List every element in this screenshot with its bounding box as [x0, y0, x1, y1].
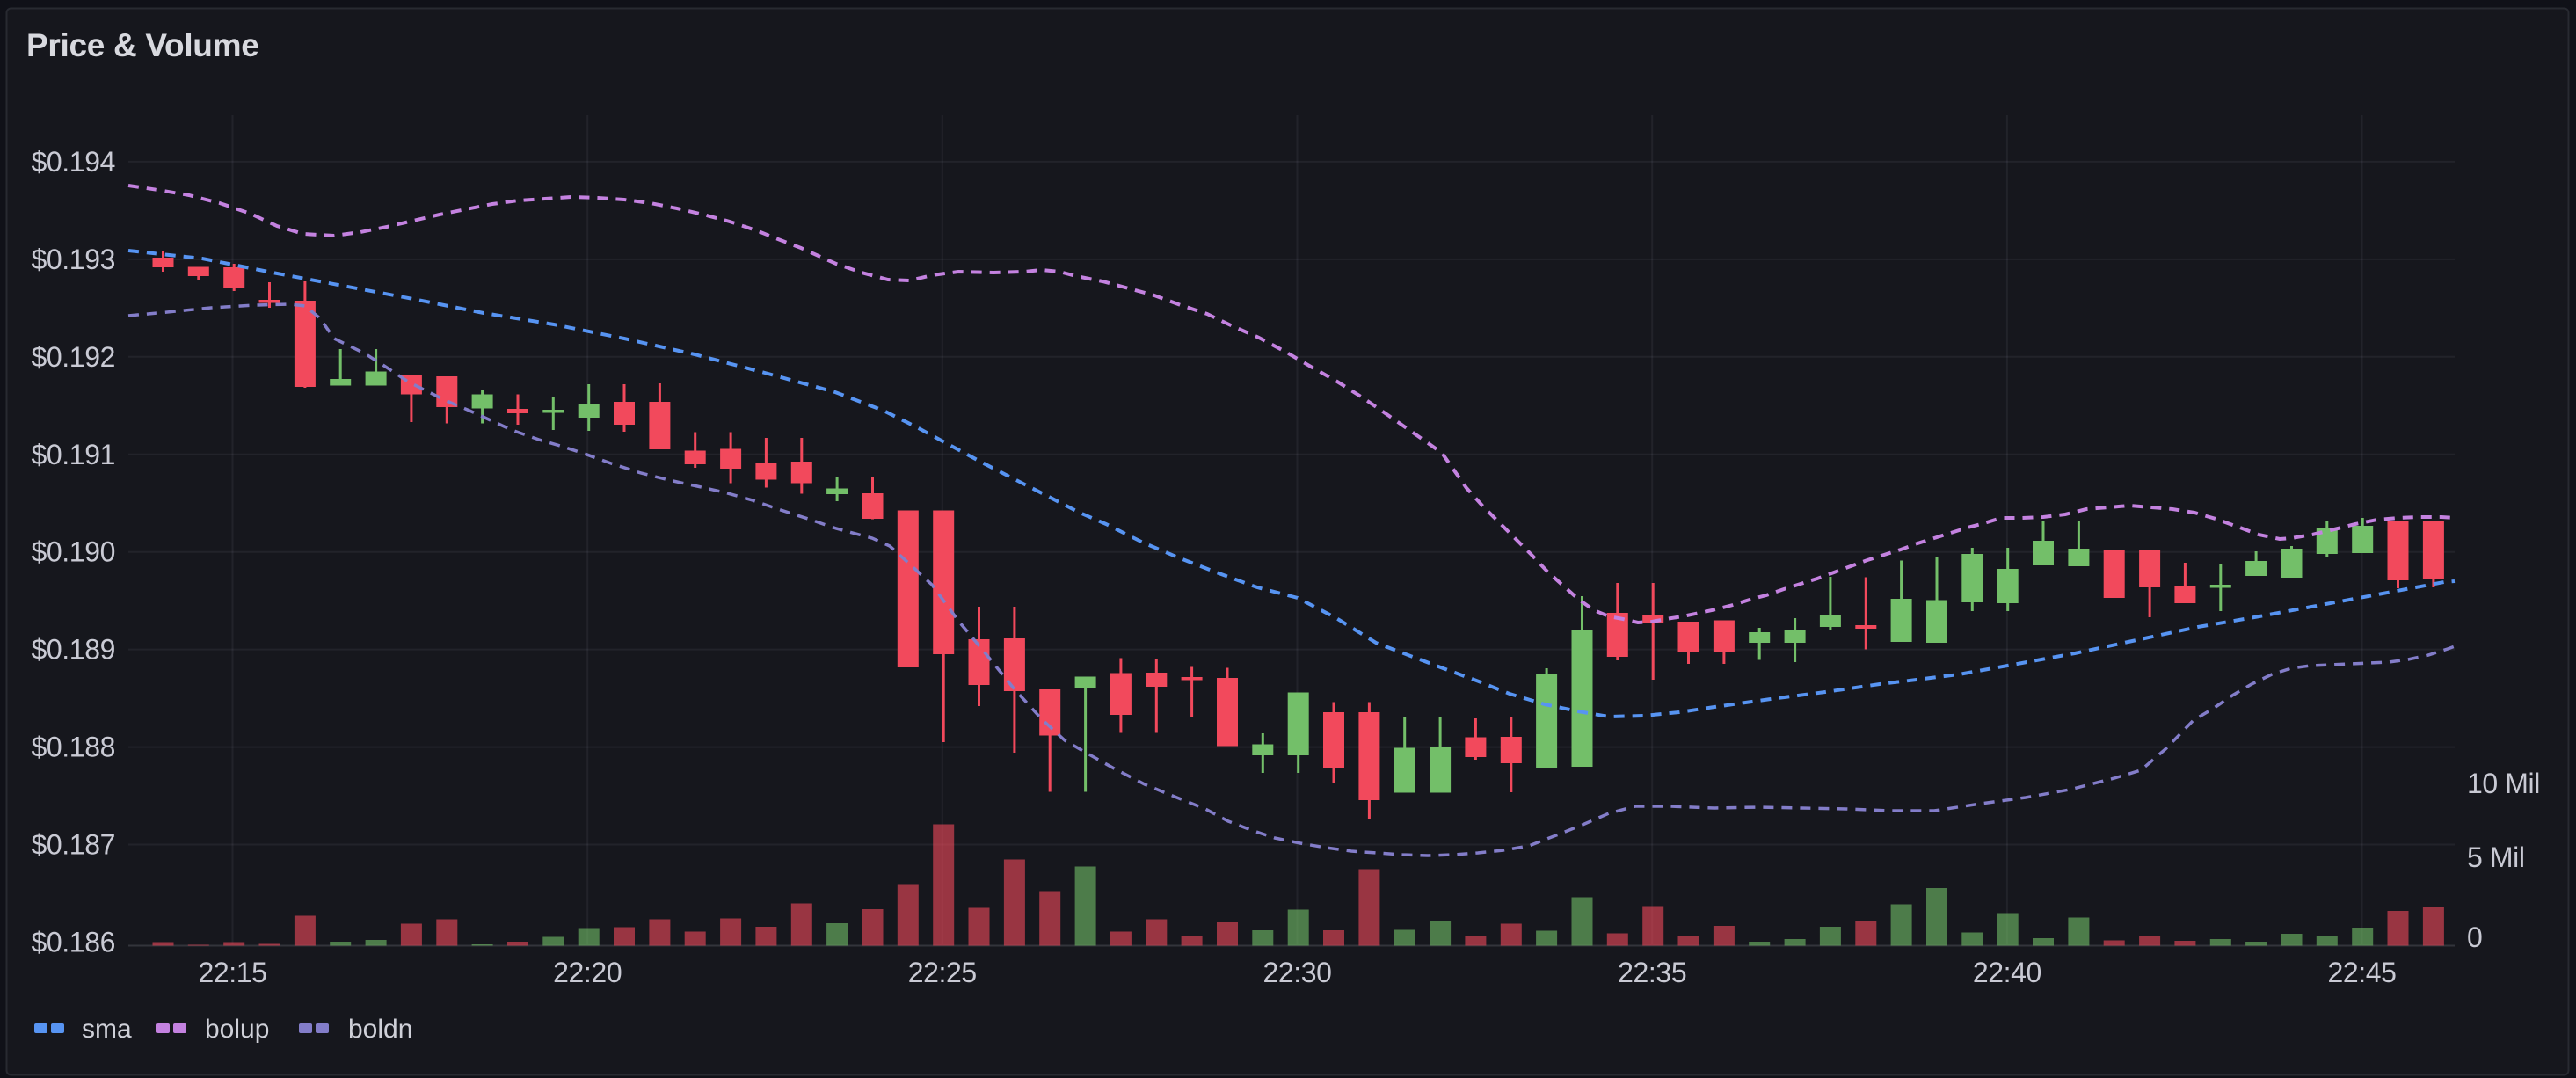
svg-text:10 Mil: 10 Mil [2467, 768, 2540, 799]
svg-text:Price & Volume: Price & Volume [26, 27, 258, 63]
svg-text:$0.189: $0.189 [32, 634, 115, 666]
svg-text:$0.187: $0.187 [32, 829, 115, 861]
svg-text:22:45: 22:45 [2327, 957, 2396, 988]
svg-text:$0.190: $0.190 [32, 536, 115, 568]
svg-text:bolup: bolup [205, 1015, 269, 1044]
svg-text:$0.191: $0.191 [32, 439, 115, 470]
svg-text:$0.193: $0.193 [32, 244, 115, 275]
svg-text:$0.194: $0.194 [32, 146, 115, 178]
svg-text:sma: sma [82, 1015, 132, 1044]
svg-text:22:35: 22:35 [1618, 957, 1686, 988]
svg-text:$0.192: $0.192 [32, 341, 115, 373]
svg-text:boldn: boldn [348, 1015, 412, 1044]
svg-text:22:15: 22:15 [198, 957, 266, 988]
svg-text:$0.188: $0.188 [32, 732, 115, 763]
svg-text:22:20: 22:20 [553, 957, 622, 988]
svg-text:0: 0 [2467, 921, 2482, 953]
svg-text:22:40: 22:40 [1973, 957, 2041, 988]
svg-text:$0.186: $0.186 [32, 927, 115, 958]
svg-text:5 Mil: 5 Mil [2467, 841, 2525, 873]
svg-text:22:30: 22:30 [1263, 957, 1331, 988]
svg-text:22:25: 22:25 [908, 957, 977, 988]
